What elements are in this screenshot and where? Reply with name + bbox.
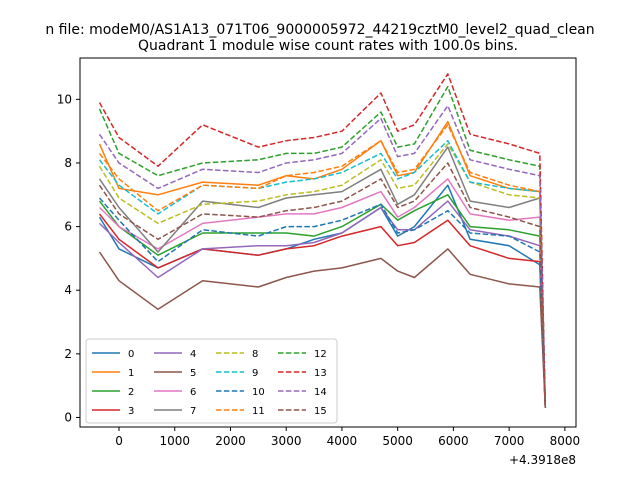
series-line-1 [98, 120, 547, 408]
series-line-4 [98, 200, 547, 408]
legend-label-2: 2 [128, 387, 134, 398]
legend-label-11: 11 [252, 406, 265, 417]
x-tick-label: 1000 [159, 434, 190, 448]
series-line-5 [98, 248, 547, 408]
series-line-15 [98, 162, 547, 408]
axes-frame [79, 57, 577, 428]
x-axis-offset-label: +4.3918e8 [509, 453, 576, 467]
x-tick-label: 8000 [550, 434, 581, 448]
series-line-11 [98, 124, 547, 408]
x-tick-label: 2000 [215, 434, 246, 448]
series-line-2 [98, 194, 547, 408]
legend-label-0: 0 [128, 349, 134, 360]
x-tick-label: 7000 [494, 434, 525, 448]
chart-title: Quadrant 1 module wise count rates with … [138, 38, 518, 54]
legend-box [85, 338, 338, 424]
legend-label-4: 4 [190, 349, 196, 360]
legend-label-3: 3 [128, 406, 134, 417]
legend-label-13: 13 [314, 368, 327, 379]
legend-label-10: 10 [252, 387, 265, 398]
series-line-14 [98, 104, 547, 408]
legend-label-15: 15 [314, 406, 327, 417]
x-tick-label: 5000 [382, 434, 413, 448]
series-line-10 [98, 197, 547, 408]
y-tick-label: 0 [64, 410, 72, 424]
legend-label-8: 8 [252, 349, 258, 360]
y-tick-label: 4 [64, 283, 72, 297]
series-line-3 [98, 213, 547, 408]
series-line-13 [98, 73, 547, 408]
y-tick-label: 2 [64, 347, 72, 361]
x-tick-label: 0 [115, 434, 123, 448]
legend-label-12: 12 [314, 349, 327, 360]
legend-label-1: 1 [128, 368, 134, 379]
series-line-8 [98, 143, 547, 408]
legend-label-9: 9 [252, 368, 258, 379]
x-axis: 0 1000 2000 3000 4000 5000 6000 7000 8000 [115, 427, 580, 448]
y-axis: 0 2 4 6 8 10 [57, 92, 80, 424]
y-tick-label: 8 [64, 156, 72, 170]
series-line-6 [98, 178, 547, 408]
legend-label-14: 14 [314, 387, 327, 398]
y-tick-label: 6 [64, 220, 72, 234]
legend-label-6: 6 [190, 387, 196, 398]
legend-label-7: 7 [190, 406, 196, 417]
figure-suptitle: n file: modeM0/AS1A13_071T06_9000005972_… [45, 22, 594, 38]
x-tick-label: 6000 [438, 434, 469, 448]
x-tick-label: 3000 [271, 434, 302, 448]
plot-area [98, 73, 547, 408]
y-tick-label: 10 [57, 92, 72, 106]
legend-label-5: 5 [190, 368, 196, 379]
series-line-9 [98, 139, 547, 408]
x-tick-label: 4000 [327, 434, 358, 448]
